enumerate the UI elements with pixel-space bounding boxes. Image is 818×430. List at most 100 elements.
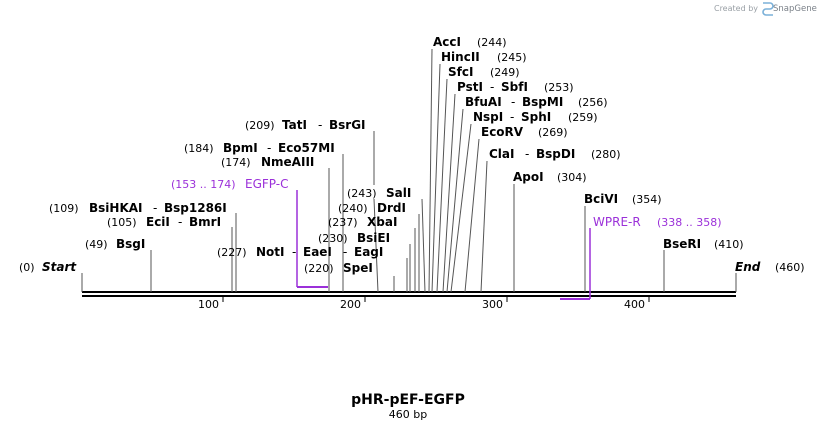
created-by-label: Created by <box>714 4 758 13</box>
site-bsiei-label[interactable]: BsiEI <box>357 231 390 245</box>
site-psti-leader <box>442 93 456 293</box>
site-tati-label[interactable]: TatI <box>282 118 307 132</box>
site-bsgi[interactable]: (49) BsgI <box>85 237 152 292</box>
site-ecorv-label[interactable]: EcoRV <box>481 125 524 139</box>
site-ecorv-position: (269) <box>538 126 568 139</box>
site-xbai[interactable]: (237) XbaI <box>328 215 416 292</box>
site-psti-sbfi[interactable]: PstI - SbfI (253) <box>442 80 574 293</box>
site-ecorv[interactable]: EcoRV (269) <box>464 125 568 293</box>
site-psti-label[interactable]: PstI <box>457 80 483 94</box>
site-acci-position: (244) <box>477 36 507 49</box>
site-ecii-position: (105) <box>107 216 137 229</box>
site-bsihkai-label[interactable]: BsiHKAI <box>89 201 143 215</box>
site-apoi[interactable]: ApoI (304) <box>513 170 587 292</box>
site-bsp1286i-label[interactable]: Bsp1286I <box>164 201 227 215</box>
site-sali-leader <box>421 198 426 293</box>
site-drdi[interactable]: (240) DrdI <box>338 201 420 292</box>
site-bfuai-bspmi[interactable]: BfuAI - BspMI (256) <box>446 95 608 293</box>
site-drdi-position: (240) <box>338 202 368 215</box>
svg-text:-: - <box>292 245 296 259</box>
site-bsihkai-position: (109) <box>49 202 79 215</box>
site-eaei-label[interactable]: EaeI <box>303 245 332 259</box>
site-bsrgi-label[interactable]: BsrGI <box>329 118 366 132</box>
feature-egfp-c-range: (153 .. 174) <box>171 178 236 191</box>
feature-wpre-r-label: WPRE-R <box>593 215 641 229</box>
site-sfci-position: (249) <box>490 66 520 79</box>
tick-label-400: 400 <box>624 298 645 311</box>
svg-text:-: - <box>343 245 347 259</box>
site-acci[interactable]: AccI (244) <box>428 35 507 293</box>
site-bspdi-label[interactable]: BspDI <box>536 147 575 161</box>
site-nspi-leader <box>450 123 472 293</box>
site-eagi-label[interactable]: EagI <box>354 245 383 259</box>
end-position: (460) <box>775 261 805 274</box>
site-nspi-sphi[interactable]: NspI - SphI (259) <box>450 110 598 293</box>
site-bcivi[interactable]: BciVI (354) <box>584 192 662 292</box>
site-bspmi-label[interactable]: BspMI <box>522 95 563 109</box>
site-bsiei-position: (230) <box>318 232 348 245</box>
start-label: Start <box>42 260 77 274</box>
end-label: End <box>735 260 761 274</box>
feature-wpre-r[interactable]: WPRE-R (338 .. 358) <box>560 215 722 300</box>
tick-label-100: 100 <box>198 298 219 311</box>
site-bseri-position: (410) <box>714 238 744 251</box>
feature-egfp-c-label: EGFP-C <box>245 177 288 191</box>
site-hincii-leader <box>431 63 441 293</box>
svg-text:-: - <box>525 147 529 161</box>
site-bfuai-position: (256) <box>578 96 608 109</box>
site-nspi-label[interactable]: NspI <box>473 110 503 124</box>
site-bsiei[interactable]: (230) BsiEI <box>318 231 411 292</box>
site-bpmi-label[interactable]: BpmI <box>223 141 258 155</box>
site-ecii-label[interactable]: EciI <box>146 215 170 229</box>
site-bfuai-label[interactable]: BfuAI <box>465 95 502 109</box>
site-bseri-label[interactable]: BseRI <box>663 237 701 251</box>
site-bsihkai-bsp1286i[interactable]: (109) BsiHKAI - Bsp1286I <box>49 201 237 292</box>
site-ecorv-leader <box>464 138 480 293</box>
site-clai-label[interactable]: ClaI <box>489 147 514 161</box>
site-bpmi-eco57mi[interactable]: (184) BpmI - Eco57MI <box>184 141 344 292</box>
site-acci-label[interactable]: AccI <box>433 35 461 49</box>
site-noti-label[interactable]: NotI <box>256 245 285 259</box>
site-ecii-bmri[interactable]: (105) EciI - BmrI <box>107 215 233 292</box>
site-bseri[interactable]: BseRI (410) <box>663 237 744 292</box>
site-clai-bspdi[interactable]: ClaI - BspDI (280) <box>480 147 621 293</box>
site-nmeaiii-position: (174) <box>221 156 251 169</box>
site-bsgi-label[interactable]: BsgI <box>116 237 145 251</box>
site-sali-label[interactable]: SalI <box>386 186 411 200</box>
start-position: (0) <box>19 261 35 274</box>
site-sfci-leader <box>436 78 448 293</box>
site-bcivi-label[interactable]: BciVI <box>584 192 618 206</box>
feature-egfp-c[interactable]: (153 .. 174) EGFP-C <box>171 177 328 288</box>
site-psti-position: (253) <box>544 81 574 94</box>
site-nmeaiii[interactable]: (174) NmeAIII <box>221 155 330 292</box>
end-marker: End (460) <box>735 260 805 292</box>
site-nmeaiii-label[interactable]: NmeAIII <box>261 155 314 169</box>
svg-text:-: - <box>318 118 322 132</box>
site-eco57mi-label[interactable]: Eco57MI <box>278 141 335 155</box>
site-acci-leader <box>428 48 433 293</box>
site-apoi-label[interactable]: ApoI <box>513 170 544 184</box>
tick-label-200: 200 <box>340 298 361 311</box>
svg-text:-: - <box>153 201 157 215</box>
site-drdi-label[interactable]: DrdI <box>377 201 406 215</box>
site-bmri-label[interactable]: BmrI <box>189 215 221 229</box>
svg-text:-: - <box>511 95 515 109</box>
site-bsgi-position: (49) <box>85 238 108 251</box>
site-noti-eaei-eagi[interactable]: (227) NotI - EaeI - EagI <box>217 245 408 292</box>
site-sbfi-label[interactable]: SbfI <box>501 80 528 94</box>
site-hincii-label[interactable]: HincII <box>441 50 480 64</box>
site-spei-label[interactable]: SpeI <box>343 261 373 275</box>
site-sfci-label[interactable]: SfcI <box>448 65 473 79</box>
site-tati-bsrgi[interactable]: (209) TatI - BsrGI <box>245 118 379 293</box>
svg-text:-: - <box>267 141 271 155</box>
site-sphi-label[interactable]: SphI <box>521 110 551 124</box>
site-sali[interactable]: (243) SalI <box>347 186 426 293</box>
site-bcivi-position: (354) <box>632 193 662 206</box>
site-hincii[interactable]: HincII (245) <box>431 50 527 293</box>
site-spei[interactable]: (220) SpeI <box>304 261 395 292</box>
site-sfci[interactable]: SfcI (249) <box>436 65 520 293</box>
map-title: pHR-pEF-EGFP <box>351 392 465 408</box>
site-xbai-label[interactable]: XbaI <box>367 215 397 229</box>
site-nspi-position: (259) <box>568 111 598 124</box>
tick-label-300: 300 <box>482 298 503 311</box>
